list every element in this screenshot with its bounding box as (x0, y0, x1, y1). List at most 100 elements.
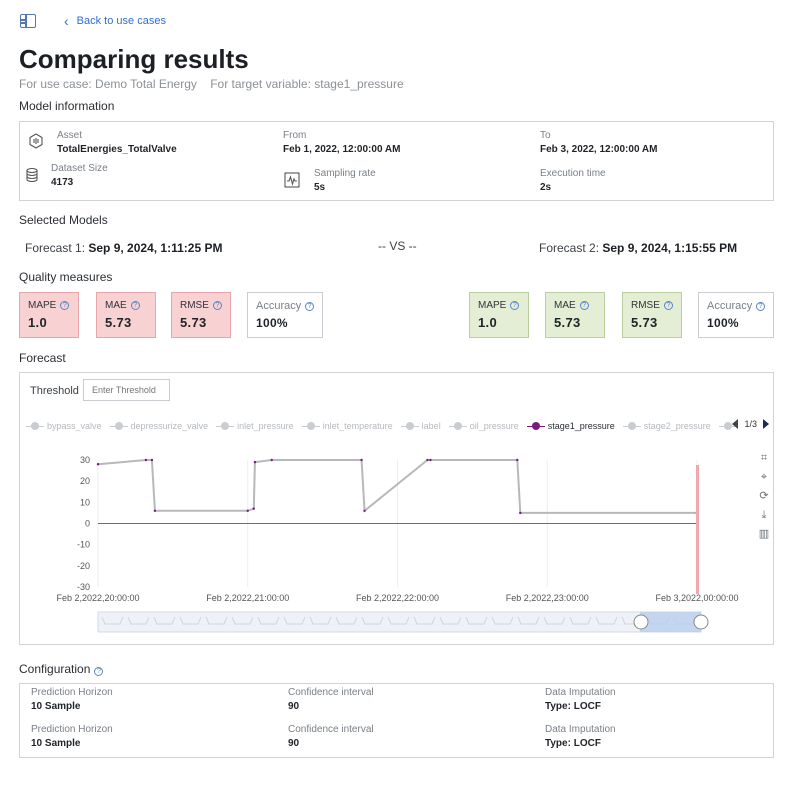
zoom-select-icon[interactable]: ⌗ (760, 452, 768, 464)
legend-item[interactable]: inlet_temperature (301, 421, 393, 431)
asset-icon (29, 133, 43, 149)
legend-page-number: 1/3 (744, 419, 757, 429)
left-mape-card: MAPE? 1.0 (19, 292, 79, 338)
data-point (363, 509, 366, 512)
top-bar: ‹ Back to use cases (20, 14, 166, 28)
right-rmse-value: 5.73 (631, 315, 658, 330)
legend-swatch-icon (622, 422, 641, 430)
current-time-marker (696, 465, 699, 594)
legend-label: stage2_pressure (643, 421, 711, 431)
dataset-size-label: Dataset Size (51, 163, 108, 174)
y-tick-label: -20 (77, 561, 90, 571)
help-icon[interactable]: ? (130, 301, 140, 310)
zoom-slider-preview (101, 616, 696, 625)
horizon-value: 10 Sample (31, 738, 81, 749)
threshold-input[interactable] (83, 379, 170, 401)
legend-item-active[interactable]: stage1_pressure (526, 421, 615, 431)
ci-label: Confidence interval (288, 724, 374, 735)
legend-item[interactable]: bypass_valve (26, 421, 102, 431)
data-point (252, 507, 255, 510)
help-icon[interactable]: ? (756, 301, 765, 311)
data-point (429, 458, 432, 462)
sidebar-toggle-icon[interactable] (20, 14, 36, 28)
download-icon[interactable]: ⤓ (761, 509, 767, 521)
forecast-card: Threshold bypass_valve depressurize_valv… (19, 372, 774, 645)
next-page-icon[interactable] (763, 419, 769, 429)
forecast-2: Forecast 2: Sep 9, 2024, 1:15:55 PM (539, 241, 737, 255)
forecast-chart[interactable]: Feb 2,2022,20:00:00 Feb 2,2022,21:00:00 Fe… (20, 373, 775, 646)
legend-swatch-icon (400, 422, 419, 430)
bar-chart-icon[interactable]: ▥ (758, 528, 770, 540)
legend-swatch-icon (718, 422, 737, 430)
data-point (253, 460, 257, 464)
configuration-heading: Configuration? (19, 662, 104, 676)
y-tick-label: 0 (85, 519, 90, 529)
y-tick-label: 10 (80, 497, 90, 507)
ci-value: 90 (288, 738, 300, 749)
help-icon[interactable]: ? (305, 301, 314, 311)
legend-item[interactable]: label (400, 421, 441, 431)
right-accuracy-value: 100% (707, 316, 739, 330)
left-mape-value: 1.0 (28, 315, 47, 330)
right-mae-card: MAE? 5.73 (545, 292, 605, 338)
right-mae-label: MAE (554, 300, 576, 311)
configuration-heading-label: Configuration (19, 662, 91, 676)
forecast-2-value: Sep 9, 2024, 1:15:55 PM (602, 241, 738, 255)
forecast-2-label: Forecast 2: (539, 241, 600, 255)
model-info-heading: Model information (19, 99, 115, 113)
back-link[interactable]: ‹ Back to use cases (64, 14, 166, 28)
y-tick-label: 20 (80, 476, 90, 486)
left-mae-value: 5.73 (105, 315, 132, 330)
ci-label: Confidence interval (288, 687, 374, 698)
data-point (516, 458, 519, 462)
asset-value: TotalEnergies_TotalValve (57, 144, 177, 155)
threshold-label: Threshold (30, 385, 79, 397)
imputation-label: Data Imputation (545, 724, 616, 735)
right-accuracy-label: Accuracy (707, 300, 753, 312)
data-point (153, 509, 157, 512)
x-tick-label: Feb 2,2022,22:00:00 (356, 593, 439, 603)
help-icon[interactable]: ? (212, 301, 222, 310)
execution-time-value: 2s (540, 182, 552, 193)
help-icon[interactable]: ? (663, 301, 673, 310)
restore-icon[interactable]: ⟳ (759, 490, 769, 502)
data-point (150, 458, 154, 462)
legend-label: inlet_pressure (237, 421, 294, 431)
right-mape-label: MAPE (478, 300, 507, 311)
right-mape-value: 1.0 (478, 315, 497, 330)
x-tick-label: Feb 2,2022,20:00:00 (56, 593, 139, 603)
y-tick-label: -10 (77, 540, 90, 550)
legend-item[interactable]: depressurize_valve (109, 421, 209, 431)
legend-pager: 1/3 (732, 419, 769, 429)
help-icon[interactable]: ? (579, 301, 589, 310)
legend-swatch-icon (526, 422, 545, 430)
legend-label: inlet_temperature (322, 421, 393, 431)
target-variable-label: For target variable: stage1_pressure (210, 77, 404, 91)
quality-measures-heading: Quality measures (19, 270, 113, 284)
prev-page-icon[interactable] (732, 419, 739, 429)
help-icon[interactable]: ? (94, 667, 104, 676)
legend-label: oil_pressure (469, 421, 519, 431)
asset-label: Asset (57, 130, 83, 141)
legend-label: depressurize_valve (130, 421, 209, 431)
forecast-1-value: Sep 9, 2024, 1:11:25 PM (88, 241, 223, 255)
data-point (519, 511, 522, 515)
from-label: From (283, 130, 307, 141)
legend-item[interactable]: oil_pressure (448, 421, 519, 431)
page-subtitle: For use case: Demo Total Energy For targ… (19, 77, 414, 91)
y-tick-label: 30 (80, 455, 90, 465)
page-title: Comparing results (19, 44, 249, 74)
zoom-reset-icon[interactable]: ⌖ (760, 471, 768, 483)
help-icon[interactable]: ? (510, 301, 520, 310)
help-icon[interactable]: ? (60, 301, 70, 310)
legend-item[interactable] (718, 421, 740, 431)
zoom-handle-left-icon (633, 614, 649, 630)
model-info-card: Asset TotalEnergies_TotalValve From Feb … (19, 121, 774, 201)
vs-label: -- VS -- (378, 239, 417, 253)
x-tick-label: Feb 2,2022,23:00:00 (506, 593, 589, 603)
legend-label: stage1_pressure (547, 421, 615, 431)
chevron-left-icon: ‹ (64, 13, 69, 29)
legend-item[interactable]: inlet_pressure (216, 421, 294, 431)
legend-swatch-icon (216, 422, 235, 430)
legend-item[interactable]: stage2_pressure (622, 421, 711, 431)
